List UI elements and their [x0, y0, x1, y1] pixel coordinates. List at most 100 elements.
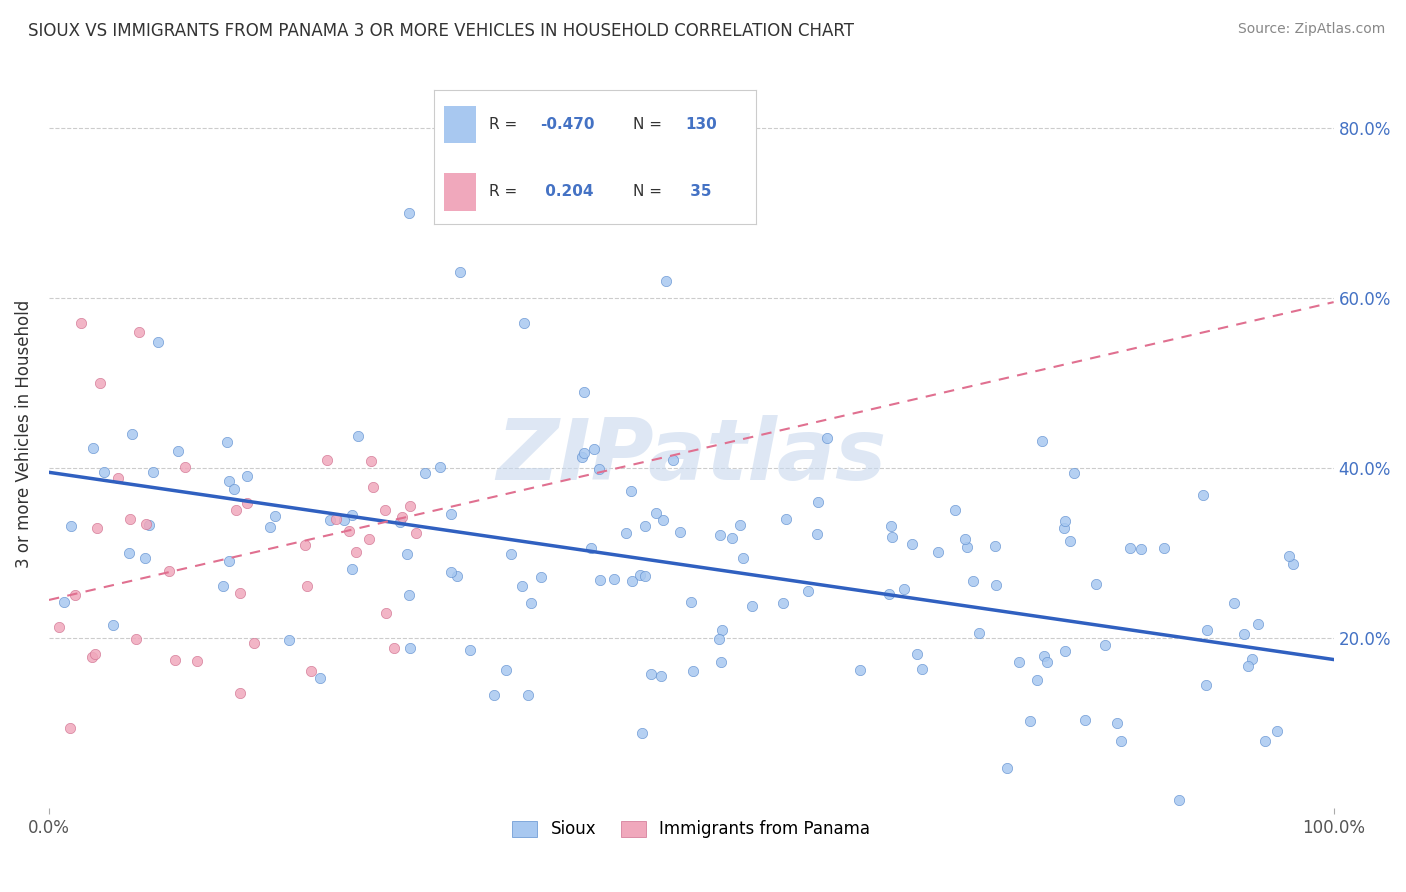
Point: [630, 726, 652, 740]
Point: [308, 671, 330, 685]
Point: [1026, 673, 1049, 687]
Point: [530, 570, 553, 584]
Point: [429, 460, 451, 475]
Point: [340, 508, 363, 522]
Point: [340, 562, 363, 576]
Point: [243, 635, 266, 649]
Point: [984, 577, 1007, 591]
Point: [167, 443, 190, 458]
Point: [517, 688, 540, 702]
Point: [146, 334, 169, 349]
Point: [1247, 617, 1270, 632]
Point: [70, 317, 93, 331]
Point: [634, 568, 657, 582]
Point: [218, 474, 240, 488]
Point: [519, 596, 541, 610]
Point: [1018, 714, 1040, 728]
Point: [224, 483, 246, 497]
Point: [571, 450, 593, 464]
Text: Source: ZipAtlas.com: Source: ZipAtlas.com: [1237, 22, 1385, 37]
Point: [1059, 534, 1081, 549]
Point: [63, 588, 86, 602]
Point: [953, 532, 976, 546]
Point: [1063, 466, 1085, 480]
Point: [1129, 541, 1152, 556]
Point: [347, 429, 370, 443]
Point: [83, 647, 105, 661]
Point: [1094, 638, 1116, 652]
Point: [118, 512, 141, 526]
Point: [218, 554, 240, 568]
Point: [121, 427, 143, 442]
Point: [709, 632, 731, 646]
Point: [1167, 792, 1189, 806]
Point: [579, 541, 602, 555]
Point: [654, 274, 676, 288]
Point: [572, 446, 595, 460]
Point: [495, 663, 517, 677]
Point: [93, 465, 115, 479]
Point: [399, 640, 422, 655]
Point: [52, 595, 75, 609]
Point: [628, 568, 651, 582]
Point: [396, 547, 419, 561]
Point: [1053, 644, 1076, 658]
Point: [572, 384, 595, 399]
Point: [1192, 487, 1215, 501]
Point: [236, 468, 259, 483]
Point: [501, 547, 523, 561]
Y-axis label: 3 or more Vehicles in Household: 3 or more Vehicles in Household: [15, 300, 32, 568]
Point: [186, 654, 208, 668]
Point: [1084, 577, 1107, 591]
Point: [405, 526, 427, 541]
Point: [582, 442, 605, 456]
Point: [603, 572, 626, 586]
Point: [614, 526, 637, 541]
Point: [118, 546, 141, 560]
Point: [634, 519, 657, 533]
Point: [709, 528, 731, 542]
Point: [398, 206, 420, 220]
Point: [382, 641, 405, 656]
Point: [374, 607, 396, 621]
Point: [458, 643, 481, 657]
Point: [1074, 713, 1097, 727]
Point: [388, 515, 411, 529]
Point: [1278, 549, 1301, 563]
Point: [681, 595, 703, 609]
Point: [995, 761, 1018, 775]
Point: [512, 579, 534, 593]
Point: [391, 509, 413, 524]
Point: [225, 502, 247, 516]
Point: [1054, 514, 1077, 528]
Point: [316, 453, 339, 467]
Point: [620, 574, 643, 589]
Point: [215, 434, 238, 449]
Point: [125, 632, 148, 647]
Point: [640, 666, 662, 681]
Point: [439, 565, 461, 579]
Point: [797, 583, 820, 598]
Point: [299, 664, 322, 678]
Point: [344, 545, 367, 559]
Point: [893, 582, 915, 597]
Point: [440, 508, 463, 522]
Point: [264, 509, 287, 524]
Point: [880, 530, 903, 544]
Point: [413, 466, 436, 480]
Point: [910, 662, 932, 676]
Point: [1008, 656, 1031, 670]
Point: [1233, 627, 1256, 641]
Point: [1236, 659, 1258, 673]
Point: [728, 517, 751, 532]
Point: [807, 495, 830, 509]
Point: [741, 599, 763, 613]
Point: [135, 516, 157, 531]
Point: [337, 524, 360, 538]
Point: [880, 519, 903, 533]
Point: [360, 454, 382, 468]
Point: [513, 317, 536, 331]
Point: [650, 669, 672, 683]
Point: [1265, 724, 1288, 739]
Point: [325, 512, 347, 526]
